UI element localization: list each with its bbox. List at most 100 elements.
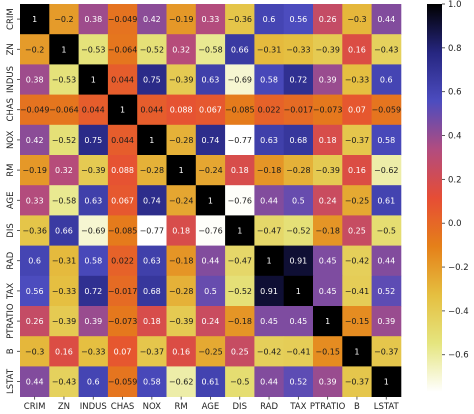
x-tick-label: LSTAT bbox=[374, 402, 400, 412]
heatmap-cell bbox=[166, 275, 197, 307]
heatmap-cell bbox=[78, 94, 109, 126]
heatmap-cell bbox=[195, 215, 226, 246]
cell-value-label: −0.15 bbox=[315, 347, 340, 356]
cell-value-label: −0.33 bbox=[345, 76, 370, 85]
cell-value-label: 0.022 bbox=[111, 257, 134, 266]
heatmap-cell bbox=[137, 124, 167, 156]
heatmap-cell bbox=[166, 306, 197, 337]
heatmap-cell bbox=[195, 336, 226, 367]
cell-value-label: −0.77 bbox=[140, 227, 165, 236]
y-tick-label: INDUS bbox=[6, 66, 16, 93]
cell-value-label: −0.41 bbox=[286, 347, 311, 356]
heatmap-cell bbox=[20, 185, 50, 216]
cell-value-label: 0.26 bbox=[319, 15, 337, 24]
cell-value-label: −0.47 bbox=[257, 227, 282, 236]
heatmap-cell bbox=[254, 215, 285, 246]
cell-value-label: 0.66 bbox=[231, 45, 249, 54]
y-tick-label: ZN bbox=[6, 43, 16, 55]
heatmap-cell bbox=[342, 64, 372, 95]
cell-value-label: 0.18 bbox=[143, 317, 161, 326]
cell-value-label: 0.25 bbox=[348, 227, 366, 236]
heatmap-cell bbox=[283, 336, 314, 367]
cell-value-label: 0.58 bbox=[260, 76, 278, 85]
heatmap-cell bbox=[254, 94, 285, 126]
y-tick-label: RAD bbox=[6, 251, 16, 269]
cell-value-label: 1 bbox=[267, 257, 272, 266]
heatmap-cell bbox=[195, 4, 226, 35]
heatmap-cell bbox=[107, 4, 138, 35]
heatmap-cell bbox=[49, 366, 79, 397]
cell-value-label: 1 bbox=[237, 227, 242, 236]
heatmap-cell bbox=[107, 34, 138, 65]
cell-value-label: −0.28 bbox=[169, 287, 194, 296]
heatmap-cell bbox=[254, 366, 285, 397]
cell-value-label: 1 bbox=[354, 347, 359, 356]
x-tick-label: ZN bbox=[58, 402, 70, 412]
cell-value-label: −0.69 bbox=[81, 227, 106, 236]
heatmap-cell bbox=[49, 275, 79, 307]
cell-value-label: 0.61 bbox=[377, 196, 395, 205]
x-tick-label: DIS bbox=[233, 402, 247, 412]
cell-value-label: −0.43 bbox=[374, 45, 399, 54]
heatmap-cell bbox=[371, 366, 402, 397]
heatmap-cell bbox=[107, 124, 138, 156]
heatmap-cell bbox=[225, 275, 255, 307]
heatmap-cell bbox=[342, 245, 372, 277]
heatmap-cell bbox=[195, 34, 226, 65]
heatmap-cell bbox=[137, 94, 167, 126]
heatmap-cell bbox=[107, 245, 138, 277]
cell-value-label: −0.31 bbox=[52, 257, 77, 266]
cell-value-label: 0.56 bbox=[289, 15, 307, 24]
heatmap-cell bbox=[225, 366, 255, 397]
cell-value-label: 0.39 bbox=[84, 317, 102, 326]
cell-value-label: −0.24 bbox=[169, 196, 194, 205]
cell-value-label: 0.61 bbox=[202, 378, 220, 387]
heatmap-cell bbox=[342, 155, 372, 186]
heatmap-cell bbox=[20, 245, 50, 277]
cell-value-label: −0.33 bbox=[52, 287, 77, 296]
heatmap-cell bbox=[166, 185, 197, 216]
cell-value-label: −0.017 bbox=[284, 106, 314, 115]
x-tick-label: NOX bbox=[143, 402, 162, 412]
cell-value-label: −0.43 bbox=[52, 378, 77, 387]
heatmap-cell bbox=[137, 155, 167, 186]
heatmap-cell bbox=[342, 366, 372, 397]
heatmap-cell bbox=[342, 4, 372, 35]
heatmap-cell bbox=[371, 64, 402, 95]
heatmap-cell bbox=[78, 275, 109, 307]
heatmap-cell bbox=[78, 185, 109, 216]
x-tick-label: B bbox=[354, 402, 360, 412]
y-tick-label: CHAS bbox=[6, 98, 16, 122]
heatmap-cell bbox=[371, 215, 402, 246]
heatmap-cell bbox=[195, 306, 226, 337]
heatmap-cell bbox=[225, 124, 255, 156]
heatmap-cell bbox=[342, 34, 372, 65]
heatmap-cell bbox=[107, 155, 138, 186]
heatmap-cell bbox=[313, 124, 343, 156]
heatmap-cell bbox=[49, 34, 79, 65]
heatmap-cell bbox=[313, 4, 343, 35]
cell-value-label: 0.58 bbox=[84, 257, 102, 266]
heatmap-cell bbox=[225, 94, 255, 126]
cell-value-label: −0.18 bbox=[257, 166, 282, 175]
cell-value-label: −0.58 bbox=[52, 196, 77, 205]
heatmap-cell bbox=[313, 215, 343, 246]
cell-value-label: 0.25 bbox=[231, 347, 249, 356]
heatmap-cell bbox=[20, 4, 50, 35]
cell-value-label: 0.58 bbox=[143, 378, 161, 387]
cell-value-label: 0.24 bbox=[202, 317, 220, 326]
cell-value-label: −0.53 bbox=[81, 45, 106, 54]
heatmap-cell bbox=[78, 306, 109, 337]
cell-value-label: 0.18 bbox=[172, 227, 190, 236]
heatmap-cell bbox=[137, 366, 167, 397]
cell-value-label: −0.42 bbox=[257, 347, 282, 356]
heatmap-cell bbox=[371, 94, 402, 126]
heatmap-cell bbox=[283, 64, 314, 95]
cell-value-label: −0.39 bbox=[52, 317, 77, 326]
cell-value-label: −0.42 bbox=[345, 257, 370, 266]
cell-value-label: −0.39 bbox=[81, 166, 106, 175]
heatmap-cell bbox=[49, 185, 79, 216]
cell-value-label: −0.18 bbox=[315, 227, 340, 236]
heatmap-cell bbox=[195, 275, 226, 307]
heatmap-cell bbox=[254, 4, 285, 35]
